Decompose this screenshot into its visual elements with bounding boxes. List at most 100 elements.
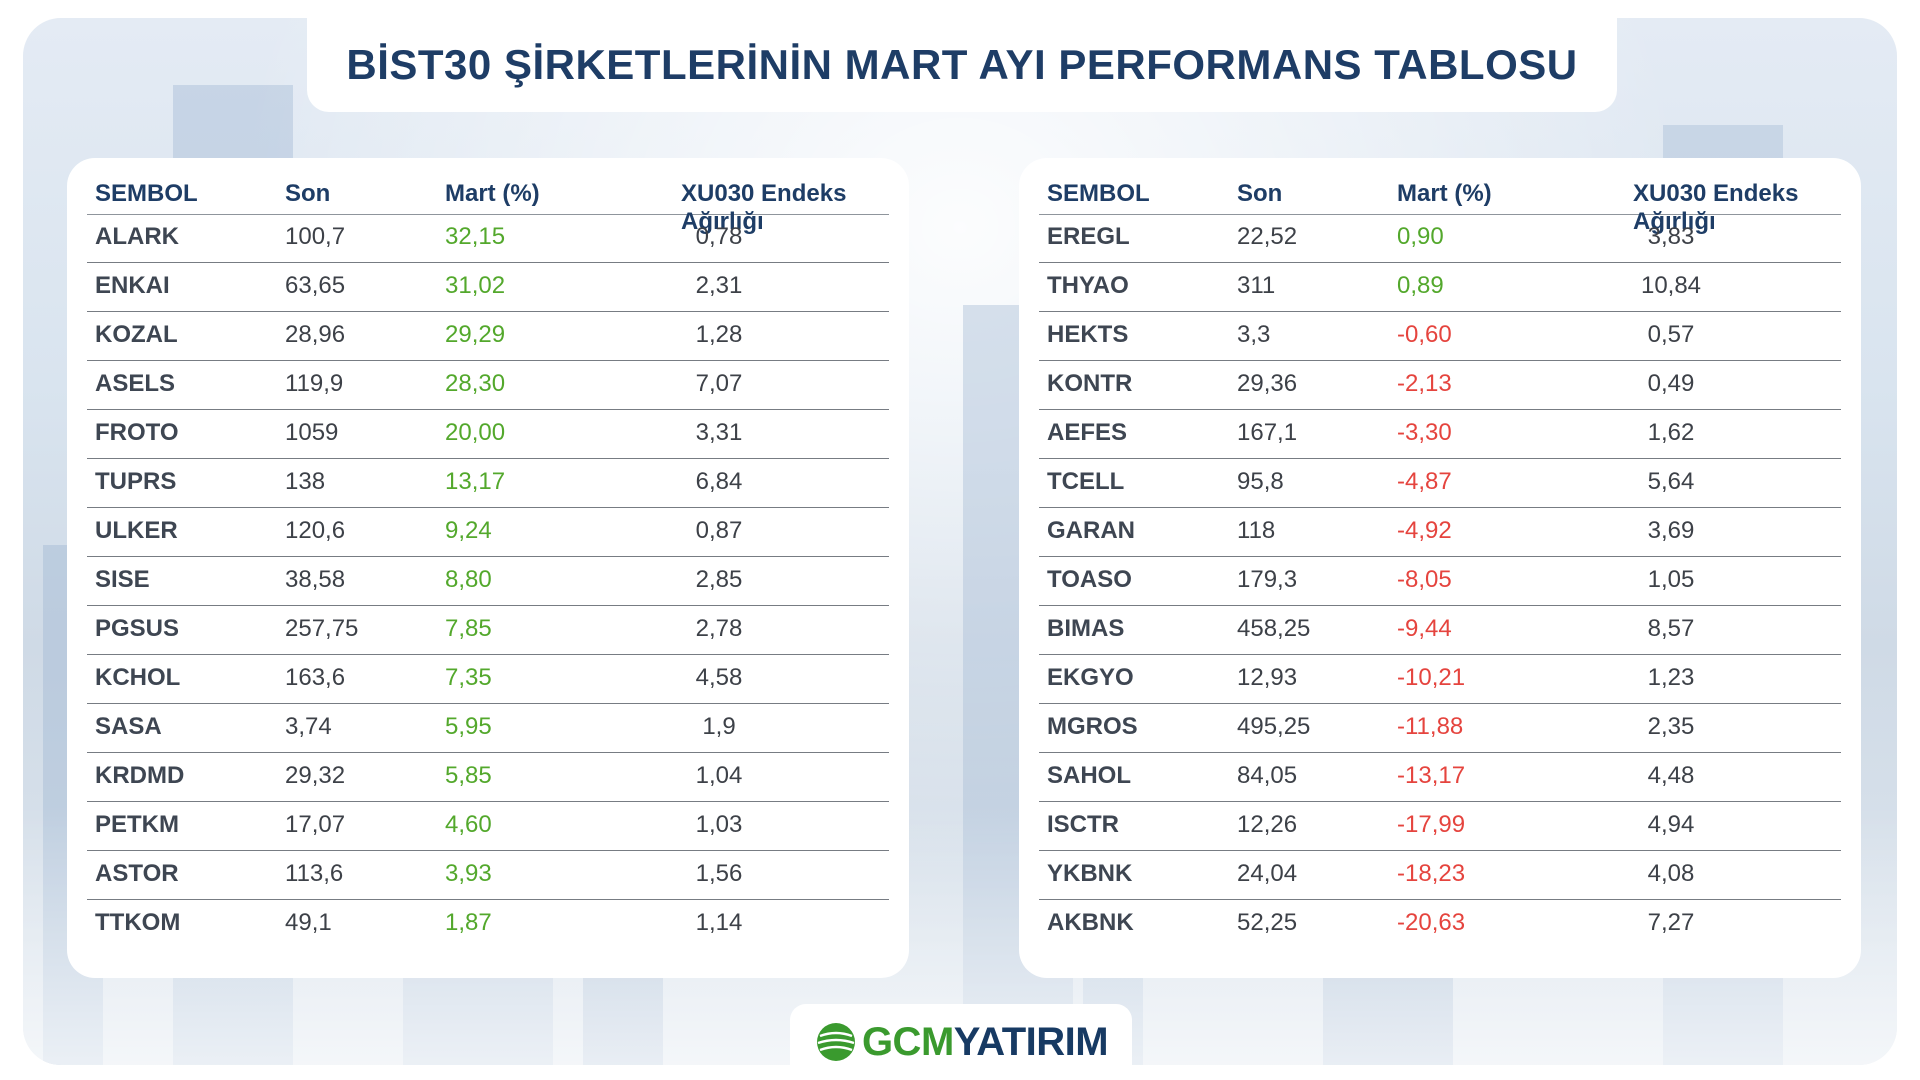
cell-symbol: THYAO: [1047, 272, 1129, 299]
cell-symbol: ALARK: [95, 223, 179, 250]
cell-index-weight: 2,85: [695, 566, 743, 593]
cell-index-weight: 1,04: [695, 762, 743, 789]
table-row: FROTO 1059 20,00 3,31: [87, 410, 889, 459]
cell-march-change: 9,24: [445, 517, 492, 544]
cell-last: 29,32: [285, 762, 346, 789]
cell-symbol: ASTOR: [95, 860, 179, 887]
cell-march-change: -17,99: [1397, 811, 1466, 838]
company-logo: GCM YATIRIM: [814, 1019, 1109, 1065]
table-row: ALARK 100,7 32,15 0,78: [87, 214, 889, 263]
cell-symbol: KOZAL: [95, 321, 178, 348]
cell-last: 311: [1237, 272, 1276, 299]
cell-march-change: -11,88: [1397, 713, 1464, 740]
cell-symbol: BIMAS: [1047, 615, 1125, 642]
cell-last: 12,93: [1237, 664, 1298, 691]
cell-symbol: AKBNK: [1047, 909, 1134, 936]
cell-march-change: -10,21: [1397, 664, 1466, 691]
cell-symbol: TOASO: [1047, 566, 1132, 593]
cell-last: 163,6: [285, 664, 346, 691]
cell-march-change: 4,60: [445, 811, 492, 838]
cell-index-weight: 1,03: [695, 811, 743, 838]
cell-last: 3,3: [1237, 321, 1271, 348]
cell-index-weight: 7,07: [695, 370, 743, 397]
table-row: HEKTS 3,3 -0,60 0,57: [1039, 312, 1841, 361]
cell-symbol: FROTO: [95, 419, 179, 446]
cell-last: 167,1: [1237, 419, 1298, 446]
cell-last: 120,6: [285, 517, 346, 544]
cell-march-change: 28,30: [445, 370, 506, 397]
header-symbol: SEMBOL: [95, 180, 198, 207]
cell-index-weight: 0,78: [695, 223, 743, 250]
cell-index-weight: 7,27: [1647, 909, 1695, 936]
cell-march-change: -13,17: [1397, 762, 1466, 789]
globe-logo-icon: [816, 1023, 855, 1061]
cell-march-change: 31,02: [445, 272, 506, 299]
cell-march-change: 32,15: [445, 223, 506, 250]
table-row: SAHOL 84,05 -13,17 4,48: [1039, 753, 1841, 802]
cell-index-weight: 4,08: [1647, 860, 1695, 887]
cell-symbol: KCHOL: [95, 664, 181, 691]
cell-index-weight: 4,58: [695, 664, 743, 691]
cell-march-change: 5,85: [445, 762, 492, 789]
cell-symbol: EREGL: [1047, 223, 1130, 250]
table-row: KONTR 29,36 -2,13 0,49: [1039, 361, 1841, 410]
cell-march-change: 29,29: [445, 321, 506, 348]
cell-march-change: -0,60: [1397, 321, 1452, 348]
cell-index-weight: 3,83: [1647, 223, 1695, 250]
cell-march-change: 3,93: [445, 860, 492, 887]
cell-symbol: EKGYO: [1047, 664, 1134, 691]
cell-symbol: AEFES: [1047, 419, 1128, 446]
cell-last: 100,7: [285, 223, 346, 250]
cell-march-change: 13,17: [445, 468, 506, 495]
table-row: KRDMD 29,32 5,85 1,04: [87, 753, 889, 802]
table-row: YKBNK 24,04 -18,23 4,08: [1039, 851, 1841, 900]
cell-symbol: KRDMD: [95, 762, 185, 789]
cell-march-change: 1,87: [445, 909, 492, 936]
table-row: GARAN 118 -4,92 3,69: [1039, 508, 1841, 557]
table-row: ULKER 120,6 9,24 0,87: [87, 508, 889, 557]
cell-symbol: YKBNK: [1047, 860, 1133, 887]
cell-last: 495,25: [1237, 713, 1311, 740]
cell-index-weight: 6,84: [695, 468, 743, 495]
header-march: Mart (%): [1397, 180, 1492, 207]
cell-index-weight: 2,31: [695, 272, 743, 299]
table-row: TOASO 179,3 -8,05 1,05: [1039, 557, 1841, 606]
cell-last: 119,9: [285, 370, 344, 397]
cell-index-weight: 0,57: [1647, 321, 1695, 348]
table-row: ISCTR 12,26 -17,99 4,94: [1039, 802, 1841, 851]
cell-index-weight: 8,57: [1647, 615, 1695, 642]
cell-index-weight: 2,78: [695, 615, 743, 642]
cell-march-change: -2,13: [1397, 370, 1452, 397]
cell-index-weight: 1,05: [1647, 566, 1695, 593]
cell-symbol: HEKTS: [1047, 321, 1129, 348]
header-weight: XU030 Endeks Ağırlığı: [1633, 180, 1799, 235]
cell-last: 3,74: [285, 713, 332, 740]
cell-index-weight: 3,31: [695, 419, 743, 446]
cell-index-weight: 5,64: [1647, 468, 1695, 495]
cell-last: 257,75: [285, 615, 359, 642]
table-row: SISE 38,58 8,80 2,85: [87, 557, 889, 606]
table-row: KCHOL 163,6 7,35 4,58: [87, 655, 889, 704]
cell-last: 118: [1237, 517, 1276, 544]
cell-index-weight: 4,48: [1647, 762, 1695, 789]
cell-last: 29,36: [1237, 370, 1298, 397]
cell-last: 138: [285, 468, 326, 495]
cell-index-weight: 1,56: [695, 860, 743, 887]
cell-last: 179,3: [1237, 566, 1298, 593]
cell-index-weight: 1,62: [1647, 419, 1695, 446]
cell-symbol: MGROS: [1047, 713, 1138, 740]
cell-march-change: 7,35: [445, 664, 492, 691]
cell-last: 24,04: [1237, 860, 1298, 887]
cell-symbol: GARAN: [1047, 517, 1135, 544]
cell-symbol: SASA: [95, 713, 162, 740]
cell-symbol: PETKM: [95, 811, 179, 838]
table-row: KOZAL 28,96 29,29 1,28: [87, 312, 889, 361]
cell-symbol: ENKAI: [95, 272, 170, 299]
cell-march-change: -18,23: [1397, 860, 1466, 887]
cell-last: 52,25: [1237, 909, 1298, 936]
left-table-panel: SEMBOL Son Mart (%) XU030 Endeks Ağırlığ…: [67, 158, 909, 978]
cell-index-weight: 0,49: [1647, 370, 1695, 397]
cell-index-weight: 1,23: [1647, 664, 1695, 691]
cell-index-weight: 0,87: [695, 517, 743, 544]
logo-text-yatirim: YATIRIM: [953, 1019, 1109, 1064]
